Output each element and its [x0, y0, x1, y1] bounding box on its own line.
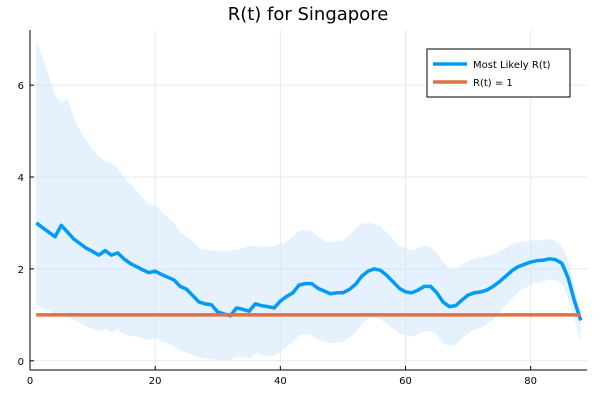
most-likely-line	[35, 221, 583, 321]
x-tick-label: 20	[149, 376, 162, 387]
legend-label: R(t) = 1	[473, 78, 513, 89]
legend-box	[426, 48, 571, 98]
x-tick-label: 40	[274, 376, 287, 387]
y-tick-label: 2	[18, 265, 24, 276]
series-layer	[35, 221, 583, 321]
x-tick-label: 80	[524, 376, 537, 387]
y-tick-label: 0	[18, 357, 24, 368]
y-tick-label: 4	[18, 173, 24, 184]
x-tick-label: 60	[399, 376, 412, 387]
x-tick-label: 0	[27, 376, 33, 387]
y-tick-label: 6	[18, 81, 24, 92]
axis-layer: 0 20 40 60 80 0 2 4 6	[18, 30, 587, 387]
legend-label: Most Likely R(t)	[473, 60, 551, 71]
chart-title: R(t) for Singapore	[228, 4, 389, 25]
legend: Most Likely R(t) R(t) = 1	[426, 48, 571, 98]
